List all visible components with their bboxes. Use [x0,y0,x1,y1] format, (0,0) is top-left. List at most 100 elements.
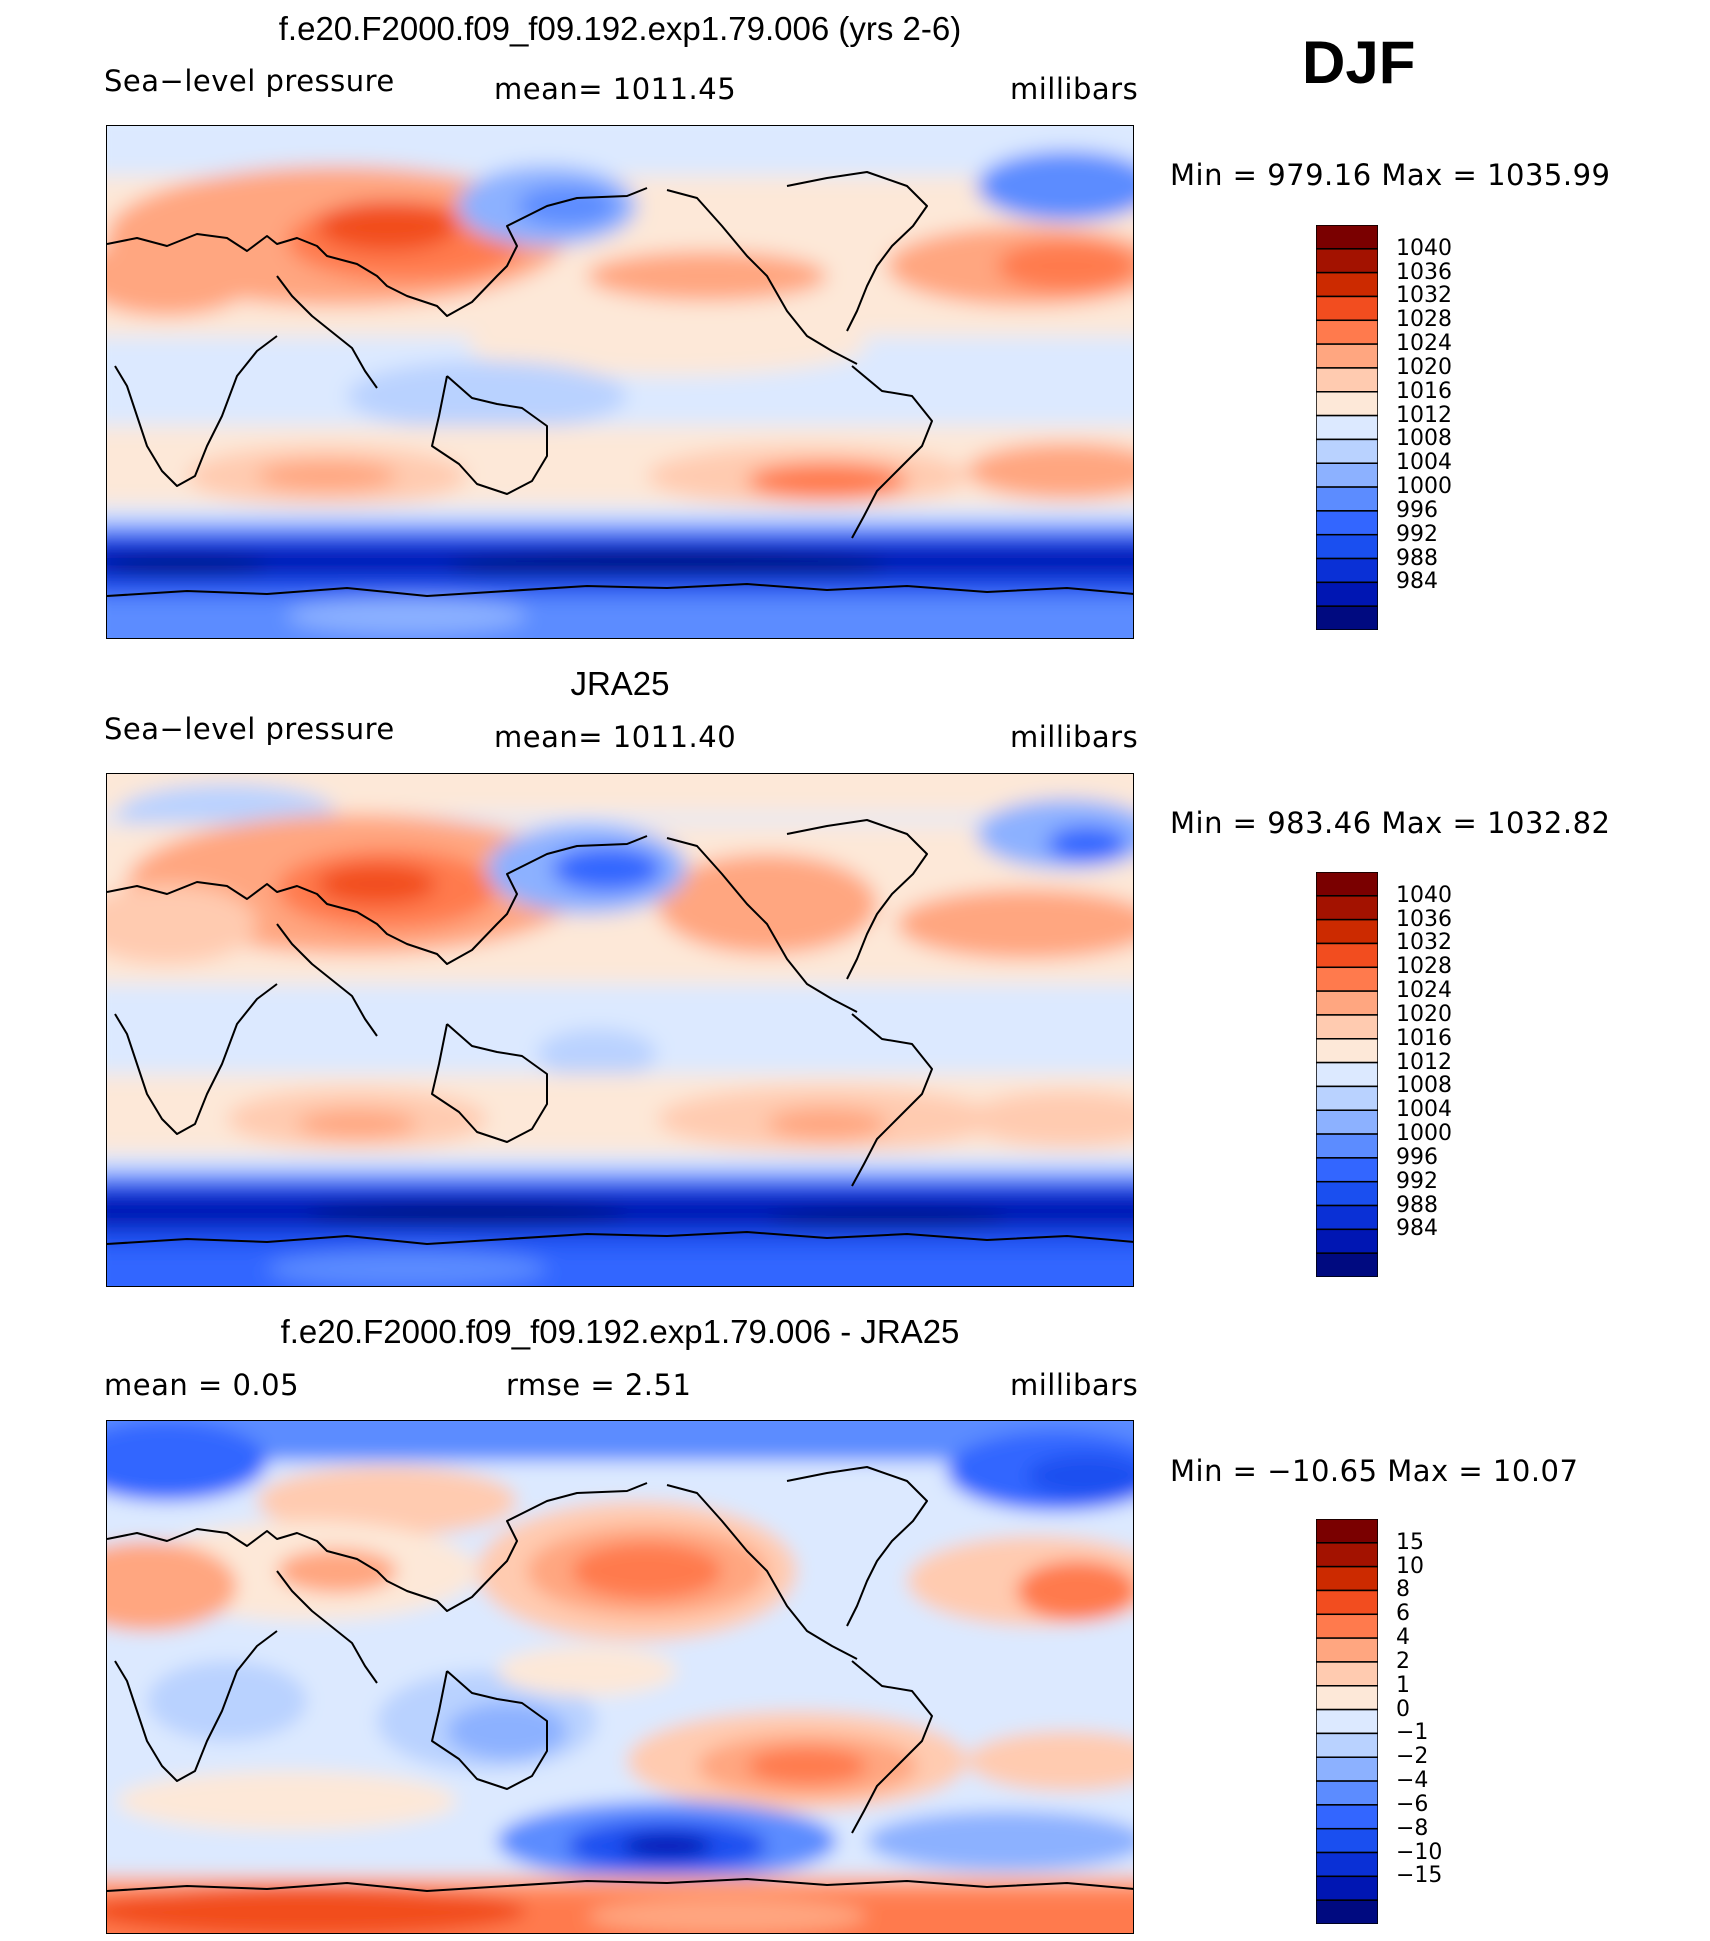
panel2-title: JRA25 [570,665,670,702]
colorbar-box [1316,1708,1378,1735]
panel3-map [106,1420,1134,1934]
panel2-colorbar-svg [1316,872,1378,1277]
colorbar-tick-label: 992 [1396,1168,1438,1194]
colorbar-tick-label: 1016 [1396,378,1452,404]
colorbar-box [1316,1661,1378,1687]
colorbar-box [1316,1038,1378,1064]
colorbar-tick-label: 6 [1396,1601,1410,1627]
colorbar-tick-label: −6 [1396,1791,1429,1817]
colorbar-box [1316,872,1378,897]
colorbar-tick-label: 992 [1396,521,1438,547]
colorbar-box [1316,438,1378,464]
colorbar-tick-label: 1000 [1396,474,1452,500]
colorbar-tick-label: 1036 [1396,906,1452,932]
panel1-min-max: Min = 979.16 Max = 1035.99 [1170,158,1611,192]
colorbar-box [1316,1685,1378,1711]
colorbar-box [1316,1252,1378,1277]
colorbar-box [1316,391,1378,417]
panel1-title: f.e20.F2000.f09_f09.192.exp1.79.006 (yrs… [278,10,962,47]
colorbar-box [1316,533,1378,560]
colorbar-tick-label: 1032 [1396,930,1452,956]
colorbar-box [1316,1109,1378,1135]
colorbar-tick-label: 1020 [1396,354,1452,380]
colorbar-box [1316,1014,1378,1040]
colorbar-box [1316,271,1378,298]
panel2-min-max: Min = 983.46 Max = 1032.82 [1170,806,1611,840]
colorbar-box [1316,1613,1378,1639]
colorbar-tick-label: −15 [1396,1863,1443,1889]
colorbar-tick-label: 1012 [1396,402,1452,428]
panel1-mean-label: mean= 1011.45 [494,72,737,106]
panel2-variable-label: Sea−level pressure [104,712,395,746]
colorbar-box [1316,1827,1378,1854]
panel3-title: f.e20.F2000.f09_f09.192.exp1.79.006 - JR… [280,1313,960,1350]
colorbar-box [1316,1637,1378,1663]
colorbar-box [1316,1851,1378,1878]
colorbar-box [1316,1589,1378,1616]
colorbar-box [1316,1804,1378,1830]
colorbar-box [1316,319,1378,345]
colorbar-box [1316,1565,1378,1592]
colorbar-tick-label: 1032 [1396,283,1452,309]
colorbar-tick-label: −4 [1396,1768,1429,1794]
colorbar-box [1316,295,1378,322]
colorbar-box [1316,414,1378,441]
colorbar-tick-label: 8 [1396,1577,1410,1603]
colorbar-box [1316,1085,1378,1111]
colorbar-box [1316,1228,1378,1254]
colorbar-tick-label: 1 [1396,1672,1410,1698]
colorbar-tick-label: 1024 [1396,978,1452,1004]
colorbar-tick-label: 1024 [1396,331,1452,357]
season-label: DJF [1302,29,1416,96]
panel1-variable-label: Sea−level pressure [104,64,395,98]
colorbar-box [1316,581,1378,607]
panel2-map-svg [107,774,1133,1286]
panel2-units-label: millibars [1010,720,1139,754]
colorbar-box [1316,605,1378,630]
colorbar-box [1316,990,1378,1016]
colorbar-box [1316,918,1378,945]
panel1-colorbar [1316,225,1378,630]
colorbar-box [1316,895,1378,921]
panel3-rmse-label: rmse = 2.51 [506,1368,692,1402]
colorbar-box [1316,1899,1378,1924]
colorbar-box [1316,1061,1378,1088]
colorbar-box [1316,1180,1378,1207]
colorbar-tick-label: 15 [1396,1529,1424,1555]
colorbar-box [1316,1204,1378,1231]
colorbar-tick-label: 2 [1396,1648,1410,1674]
colorbar-box [1316,343,1378,369]
colorbar-tick-label: 4 [1396,1625,1410,1651]
colorbar-box [1316,486,1378,512]
colorbar-box [1316,1519,1378,1544]
panel2-mean-label: mean= 1011.40 [494,720,737,754]
colorbar-box [1316,248,1378,274]
colorbar-box [1316,1756,1378,1782]
panel1-units-label: millibars [1010,72,1139,106]
colorbar-box [1316,1133,1378,1159]
colorbar-tick-label: 988 [1396,545,1438,571]
panel3-min-max: Min = −10.65 Max = 10.07 [1170,1454,1579,1488]
panel3-colorbar [1316,1519,1378,1924]
panel3-mean-label: mean = 0.05 [104,1368,300,1402]
colorbar-tick-label: 1004 [1396,450,1452,476]
colorbar-tick-label: −10 [1396,1839,1443,1865]
colorbar-tick-label: 996 [1396,1144,1438,1170]
panel1-map-svg [107,126,1133,638]
panel2-colorbar [1316,872,1378,1277]
colorbar-tick-label: −2 [1396,1744,1429,1770]
panel1-colorbar-labels: 1040 1036 1032 1028 1024 1020 1016 1012 1008 1004… [1396,236,1496,616]
colorbar-tick-label: 1020 [1396,1001,1452,1027]
panel2-colorbar-labels: 1040 1036 1032 1028 1024 1020 1016 1012 1008 1004… [1396,883,1496,1263]
panel1-colorbar-svg [1316,225,1378,630]
colorbar-tick-label: 1028 [1396,954,1452,980]
colorbar-tick-label: 1012 [1396,1049,1452,1075]
colorbar-box [1316,557,1378,584]
colorbar-box [1316,225,1378,250]
panel2-map [106,773,1134,1287]
colorbar-tick-label: 1000 [1396,1121,1452,1147]
colorbar-box [1316,1732,1378,1758]
colorbar-tick-label: 984 [1396,1216,1438,1242]
panel3-units-label: millibars [1010,1368,1139,1402]
colorbar-tick-label: 1004 [1396,1097,1452,1123]
